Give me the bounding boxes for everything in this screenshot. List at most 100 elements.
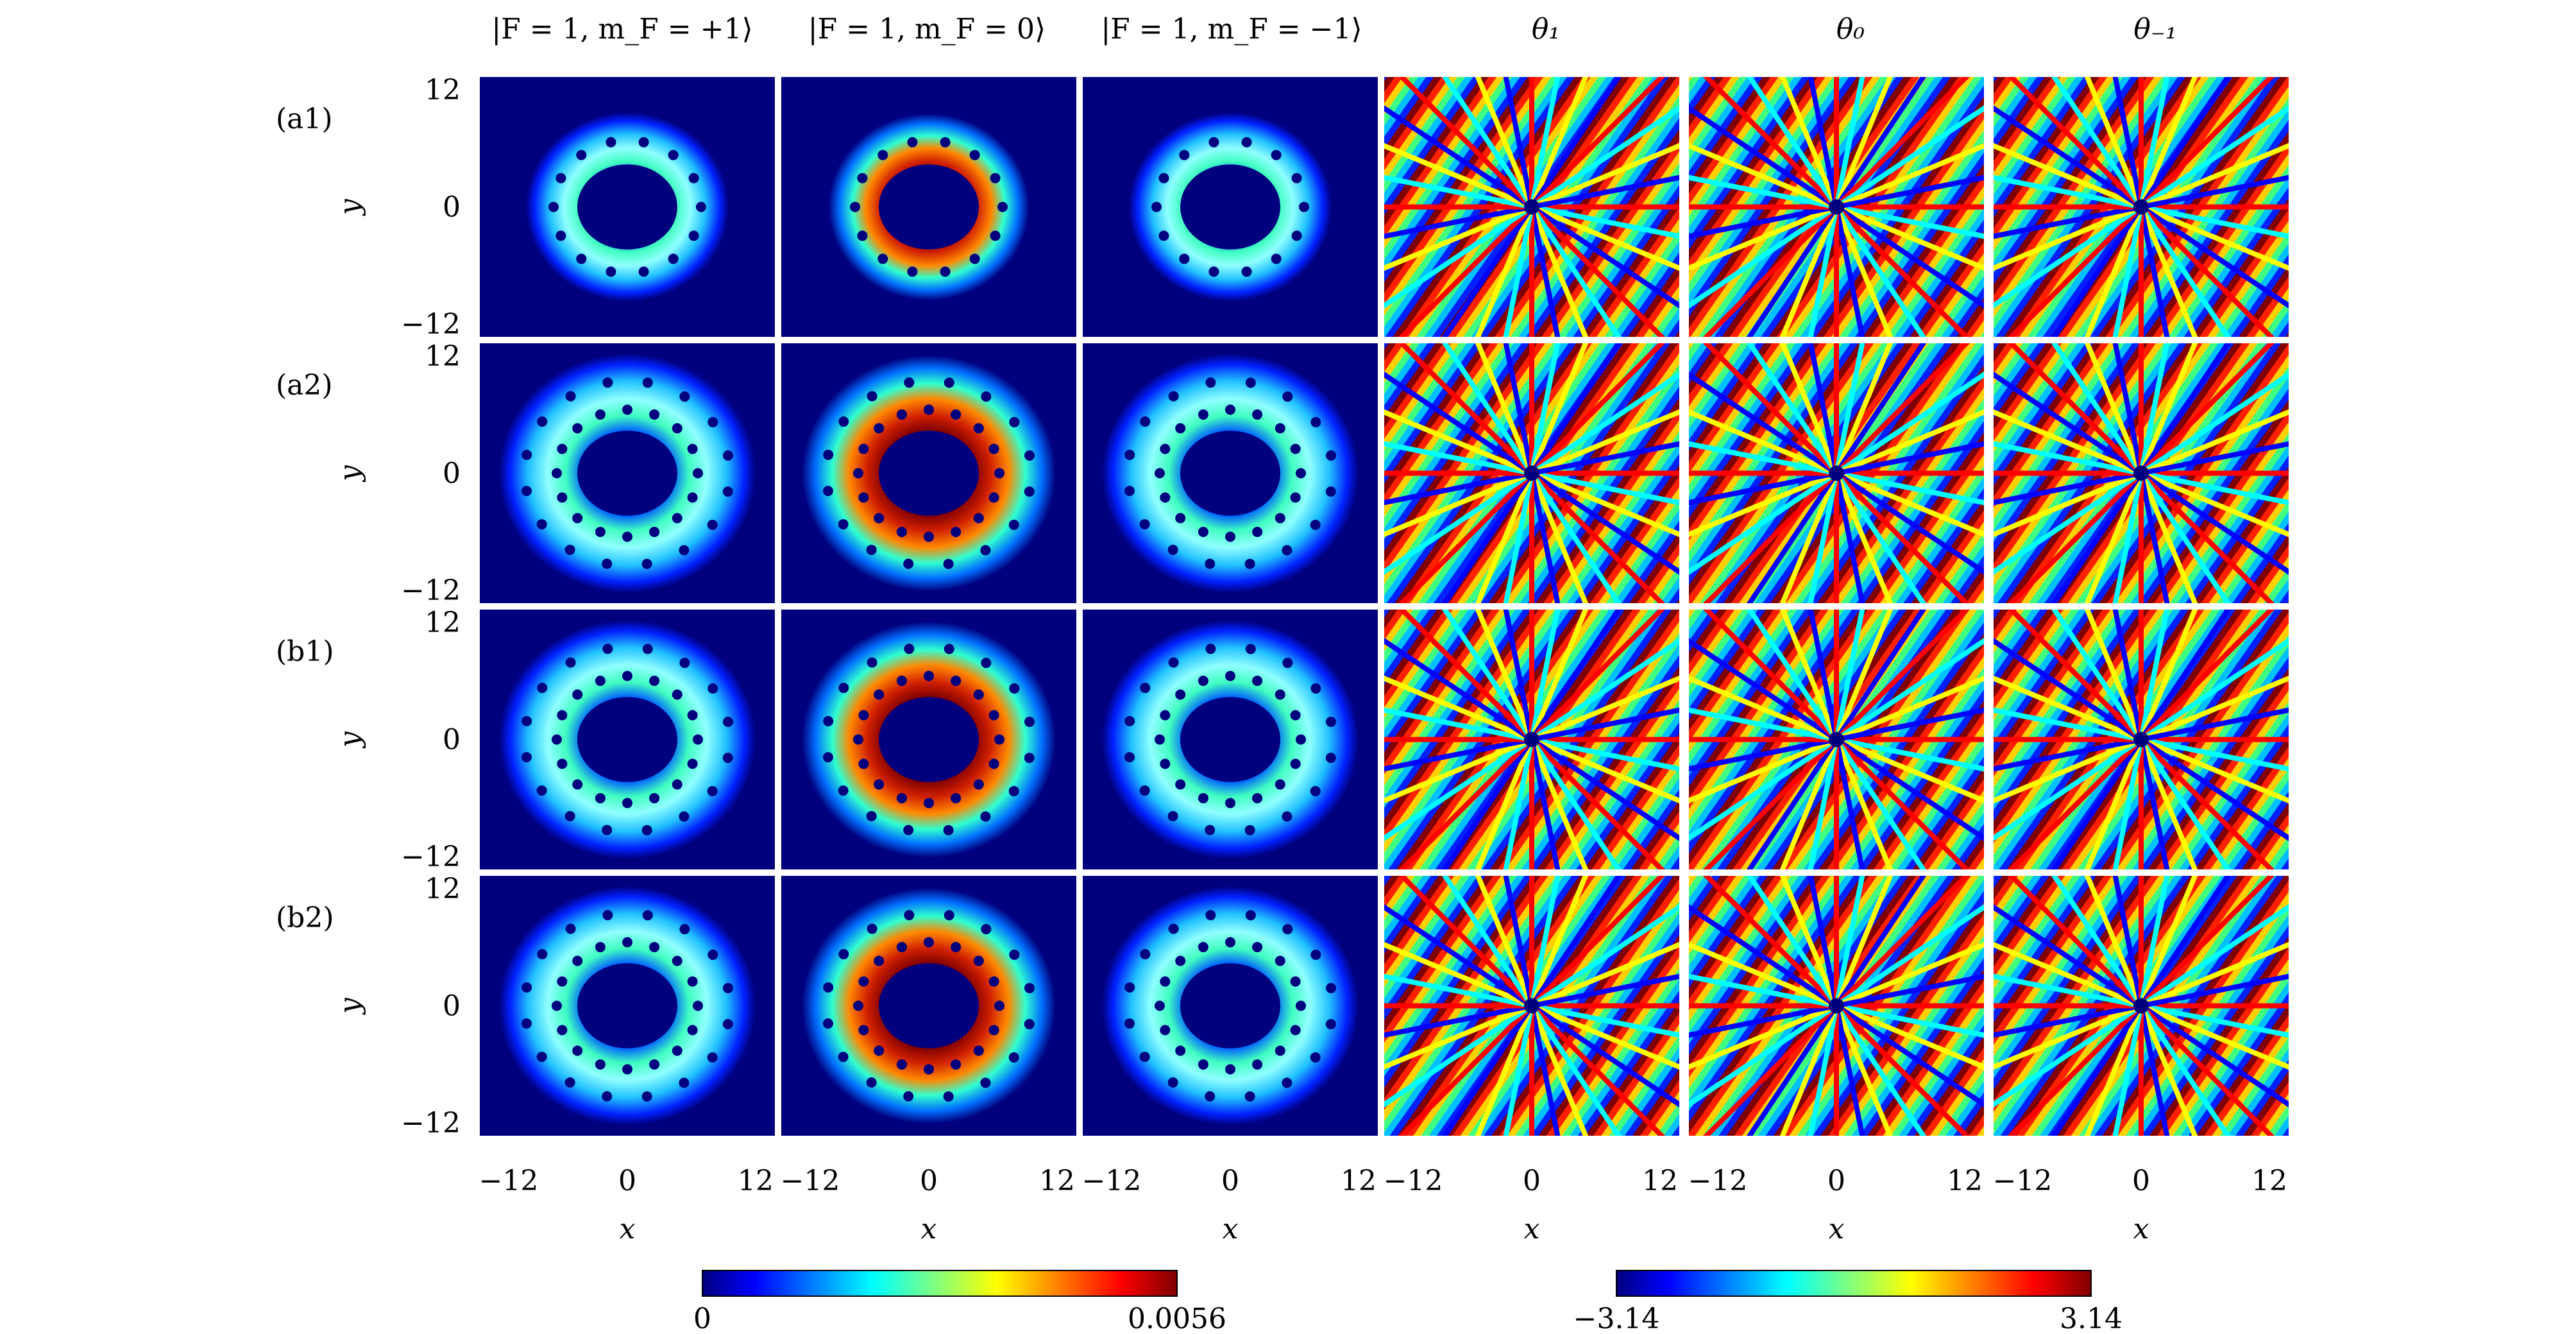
density-core xyxy=(577,431,677,516)
phase-ray xyxy=(1384,105,1534,209)
vortex-core xyxy=(557,710,568,721)
y-tick-label: 0 xyxy=(443,457,461,490)
phase-ray xyxy=(1398,1004,1534,1136)
phase-ray xyxy=(1689,204,1837,239)
vortex-core xyxy=(1124,1018,1135,1029)
phase-ray xyxy=(1689,470,1838,538)
vortex-core xyxy=(988,1025,999,1036)
phase-ray xyxy=(1441,738,1534,869)
vortex-core xyxy=(1175,423,1186,434)
vortex-core xyxy=(853,1000,863,1011)
phase-ray xyxy=(2139,610,2170,740)
phase-ray xyxy=(2139,343,2232,475)
phase-ray xyxy=(1834,610,1894,741)
phase-ray xyxy=(1836,1003,1984,1038)
vortex-core xyxy=(903,1091,914,1102)
phase-ray xyxy=(1529,738,1622,869)
vortex-core xyxy=(1198,409,1208,420)
phase-ray xyxy=(1779,876,1839,1007)
vortex-core xyxy=(521,715,532,726)
phase-ray xyxy=(1834,343,1865,474)
phase-ray xyxy=(1994,470,2142,506)
panel-r2-c4 xyxy=(1384,343,1679,603)
phase-ray xyxy=(2084,1004,2144,1136)
vortex-core xyxy=(708,416,718,427)
vortex-core xyxy=(903,825,914,835)
vortex-core xyxy=(687,492,698,503)
vortex-core xyxy=(924,404,934,415)
phase-ray xyxy=(1808,77,1839,208)
panel-r4-c3 xyxy=(1083,876,1378,1136)
vortex-core xyxy=(1290,758,1301,769)
phase-ray xyxy=(1836,441,1984,476)
phase-ray xyxy=(2112,343,2144,474)
vortex-core xyxy=(564,810,575,821)
phase-ray xyxy=(1689,737,1838,841)
vortex-core xyxy=(1225,798,1235,808)
vortex-core xyxy=(557,443,568,454)
phase-ray xyxy=(2140,737,2289,804)
phase-ray xyxy=(1530,204,1679,271)
vortex-core xyxy=(602,910,613,921)
phase-ray xyxy=(2051,1004,2144,1136)
vortex-core xyxy=(1175,689,1186,700)
phase-ray xyxy=(1475,610,1534,741)
phase-ray xyxy=(1475,472,1534,603)
phase-ray xyxy=(1835,372,1984,475)
panel-r3-c6 xyxy=(1994,610,2289,869)
vortex-core xyxy=(1225,1064,1235,1075)
phase-ray xyxy=(1529,343,1622,475)
phase-ray xyxy=(1835,737,1984,841)
vortex-core xyxy=(602,377,613,388)
vortex-core xyxy=(1326,982,1337,993)
phase-ray xyxy=(1835,1004,1984,1107)
phase-ray xyxy=(2139,737,2289,841)
vortex-core xyxy=(707,785,718,796)
phase-ray xyxy=(1529,205,1622,337)
vortex-core xyxy=(1175,513,1186,524)
phase-ray xyxy=(2139,372,2289,475)
phase-ray xyxy=(1746,738,1839,869)
density-core xyxy=(1180,697,1280,782)
phase-ray xyxy=(1530,343,1666,475)
phase-ray xyxy=(1531,175,1679,210)
phase-center xyxy=(1524,465,1539,481)
vortex-core xyxy=(649,676,660,687)
x-tick-label: −12 xyxy=(479,1165,539,1197)
vortex-core xyxy=(990,173,1001,184)
vortex-core xyxy=(838,416,849,427)
phase-ray xyxy=(1994,471,2143,575)
phase-ray xyxy=(1689,471,1838,575)
phase-ray xyxy=(2139,737,2275,869)
phase-ray xyxy=(1384,372,1534,475)
vortex-core xyxy=(943,1091,954,1102)
vortex-core xyxy=(1124,449,1135,460)
phase-ray xyxy=(2140,441,2289,476)
phase-ray xyxy=(1503,343,1534,474)
phase-ray xyxy=(2139,1004,2275,1136)
vortex-core xyxy=(1175,955,1186,966)
phase-ray xyxy=(1994,973,2142,1009)
phase-ray xyxy=(2112,77,2144,208)
phase-ray xyxy=(2139,876,2275,1008)
phase-ray xyxy=(1529,1005,1561,1136)
vortex-core xyxy=(823,449,834,460)
phase-ray xyxy=(1529,77,1622,209)
phase-ray xyxy=(1836,204,1984,239)
phase-ray xyxy=(1994,737,2142,804)
vortex-core xyxy=(1310,949,1321,960)
phase-ray xyxy=(1689,470,1837,506)
vortex-core xyxy=(1140,416,1151,427)
vortex-core xyxy=(1290,492,1301,503)
vortex-core xyxy=(572,423,583,434)
panel-r2-c1 xyxy=(480,343,775,603)
vortex-core xyxy=(973,1045,984,1056)
vortex-core xyxy=(672,779,682,790)
vortex-core xyxy=(904,910,915,921)
phase-ray xyxy=(1530,1003,1679,1070)
vortex-core xyxy=(1244,825,1255,835)
phase-ray xyxy=(1835,205,1970,337)
vortex-core xyxy=(536,785,547,796)
row-label: (b1) xyxy=(276,635,334,668)
phase-ray xyxy=(1746,610,1839,741)
